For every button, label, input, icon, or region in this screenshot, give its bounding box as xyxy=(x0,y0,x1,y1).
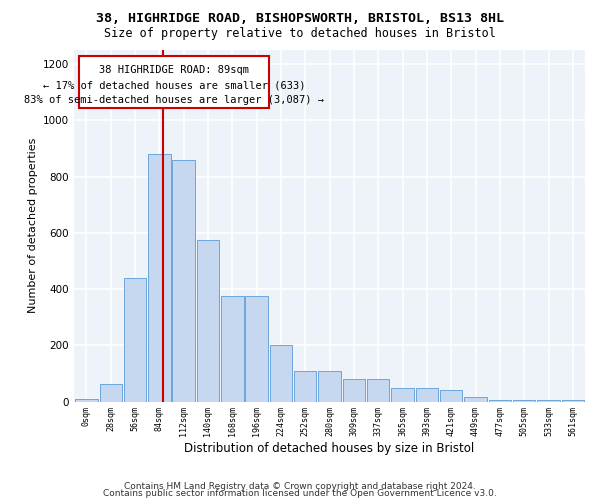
Bar xyxy=(488,400,511,402)
Bar xyxy=(270,346,292,402)
Text: 83% of semi-detached houses are larger (3,087) →: 83% of semi-detached houses are larger (… xyxy=(24,96,324,106)
Bar xyxy=(416,388,438,402)
Text: 38, HIGHRIDGE ROAD, BISHOPSWORTH, BRISTOL, BS13 8HL: 38, HIGHRIDGE ROAD, BISHOPSWORTH, BRISTO… xyxy=(96,12,504,26)
X-axis label: Distribution of detached houses by size in Bristol: Distribution of detached houses by size … xyxy=(184,442,475,455)
Text: ← 17% of detached houses are smaller (633): ← 17% of detached houses are smaller (63… xyxy=(43,81,305,91)
Bar xyxy=(513,400,535,402)
Bar xyxy=(75,399,98,402)
Bar xyxy=(148,154,170,402)
Bar xyxy=(367,378,389,402)
Text: Size of property relative to detached houses in Bristol: Size of property relative to detached ho… xyxy=(104,28,496,40)
Text: Contains public sector information licensed under the Open Government Licence v3: Contains public sector information licen… xyxy=(103,490,497,498)
Bar xyxy=(440,390,463,402)
FancyBboxPatch shape xyxy=(79,56,269,108)
Text: 38 HIGHRIDGE ROAD: 89sqm: 38 HIGHRIDGE ROAD: 89sqm xyxy=(99,65,249,75)
Bar xyxy=(245,296,268,402)
Bar xyxy=(319,370,341,402)
Bar xyxy=(464,397,487,402)
Bar xyxy=(197,240,219,402)
Bar xyxy=(391,388,414,402)
Text: Contains HM Land Registry data © Crown copyright and database right 2024.: Contains HM Land Registry data © Crown c… xyxy=(124,482,476,491)
Bar xyxy=(294,370,316,402)
Bar xyxy=(538,400,560,402)
Bar xyxy=(221,296,244,402)
Bar xyxy=(100,384,122,402)
Bar xyxy=(172,160,195,402)
Bar xyxy=(562,400,584,402)
Bar xyxy=(124,278,146,402)
Bar xyxy=(343,378,365,402)
Y-axis label: Number of detached properties: Number of detached properties xyxy=(28,138,38,314)
